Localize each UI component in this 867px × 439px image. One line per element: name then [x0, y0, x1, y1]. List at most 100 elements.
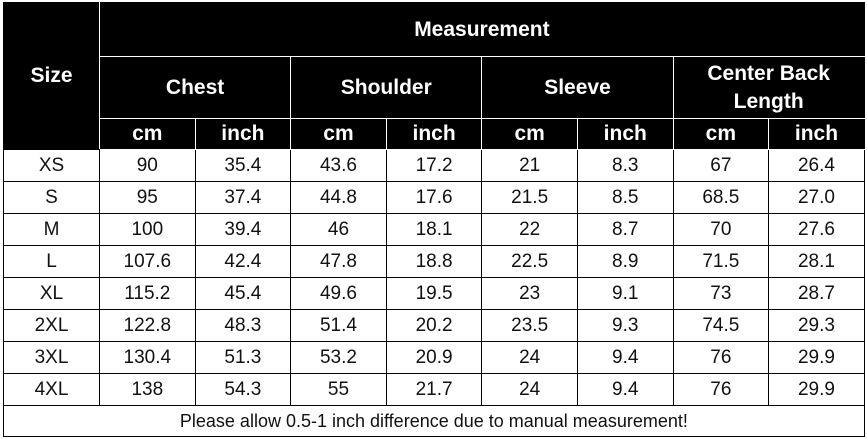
size-cell: 4XL — [3, 373, 100, 406]
unit-header: cm — [99, 118, 196, 150]
header-row-units: cm inch cm inch cm inch cm inch — [4, 118, 865, 150]
sleeve-inch-cell: 9.3 — [576, 309, 674, 342]
shoulder-inch-cell: 18.8 — [385, 245, 483, 278]
shoulder-cm-cell: 44.8 — [290, 181, 387, 214]
chest-inch-cell: 54.3 — [194, 373, 292, 406]
back-length-cm-cell: 74.5 — [672, 309, 770, 342]
unit-header: inch — [194, 118, 292, 150]
chest-inch-cell: 48.3 — [194, 309, 292, 342]
sleeve-cm-cell: 24 — [481, 341, 578, 374]
unit-header: inch — [385, 118, 483, 150]
back-length-inch-cell: 28.1 — [768, 245, 865, 278]
back-length-inch-cell: 29.9 — [768, 341, 865, 374]
chest-cm-cell: 107.6 — [99, 245, 196, 278]
unit-header: inch — [768, 118, 865, 150]
back-length-cm-cell: 70 — [672, 213, 770, 246]
shoulder-inch-cell: 17.2 — [385, 149, 483, 182]
unit-header: cm — [290, 118, 387, 150]
table-row: 2XL 122.8 48.3 51.4 20.2 23.5 9.3 74.5 2… — [3, 309, 865, 342]
back-length-cm-cell: 73 — [672, 277, 770, 310]
table-row: S 95 37.4 44.8 17.6 21.5 8.5 68.5 27.0 — [3, 181, 865, 214]
back-length-inch-cell: 29.3 — [768, 309, 865, 342]
size-cell: 3XL — [3, 341, 100, 374]
table-row: L 107.6 42.4 47.8 18.8 22.5 8.9 71.5 28.… — [3, 245, 865, 278]
shoulder-inch-cell: 19.5 — [385, 277, 483, 310]
chest-inch-cell: 35.4 — [194, 149, 292, 182]
back-length-cm-cell: 67 — [672, 149, 770, 182]
size-cell: L — [3, 245, 100, 278]
chest-header: Chest — [98, 56, 292, 119]
sleeve-cm-cell: 23.5 — [481, 309, 578, 342]
table-row: XS 90 35.4 43.6 17.2 21 8.3 67 26.4 — [3, 149, 865, 182]
table-row: M 100 39.4 46 18.1 22 8.7 70 27.6 — [3, 213, 865, 246]
chest-cm-cell: 115.2 — [99, 277, 196, 310]
table-row: XL 115.2 45.4 49.6 19.5 23 9.1 73 28.7 — [3, 277, 865, 310]
size-header: Size — [3, 2, 100, 150]
table-row: 4XL 138 54.3 55 21.7 24 9.4 76 29.9 — [3, 373, 865, 406]
back-length-cm-cell: 68.5 — [672, 181, 770, 214]
shoulder-inch-cell: 21.7 — [385, 373, 483, 406]
sleeve-cm-cell: 24 — [481, 373, 578, 406]
sleeve-inch-cell: 8.3 — [576, 149, 674, 182]
back-length-inch-cell: 26.4 — [768, 149, 865, 182]
unit-header: cm — [672, 118, 770, 150]
shoulder-cm-cell: 47.8 — [290, 245, 387, 278]
note-row: Please allow 0.5-1 inch difference due t… — [3, 405, 865, 437]
chest-inch-cell: 37.4 — [194, 181, 292, 214]
size-cell: S — [3, 181, 100, 214]
back-length-cm-cell: 71.5 — [672, 245, 770, 278]
chest-inch-cell: 42.4 — [194, 245, 292, 278]
back-length-inch-cell: 27.6 — [768, 213, 865, 246]
chest-cm-cell: 95 — [99, 181, 196, 214]
size-cell: XS — [3, 149, 100, 182]
shoulder-cm-cell: 53.2 — [290, 341, 387, 374]
sleeve-header: Sleeve — [481, 56, 674, 119]
shoulder-inch-cell: 20.9 — [385, 341, 483, 374]
unit-header: inch — [576, 118, 674, 150]
shoulder-header: Shoulder — [290, 56, 483, 119]
size-rows: XS 90 35.4 43.6 17.2 21 8.3 67 26.4 S 95… — [3, 149, 865, 437]
chest-cm-cell: 90 — [99, 149, 196, 182]
sleeve-inch-cell: 9.1 — [576, 277, 674, 310]
shoulder-cm-cell: 55 — [290, 373, 387, 406]
back-length-inch-cell: 29.9 — [768, 373, 865, 406]
chest-cm-cell: 138 — [99, 373, 196, 406]
back-length-cm-cell: 76 — [672, 341, 770, 374]
sleeve-inch-cell: 8.5 — [576, 181, 674, 214]
shoulder-inch-cell: 18.1 — [385, 213, 483, 246]
chest-inch-cell: 45.4 — [194, 277, 292, 310]
sleeve-cm-cell: 21 — [481, 149, 578, 182]
shoulder-cm-cell: 43.6 — [290, 149, 387, 182]
back-length-inch-cell: 28.7 — [768, 277, 865, 310]
size-cell: 2XL — [3, 309, 100, 342]
shoulder-inch-cell: 17.6 — [385, 181, 483, 214]
sleeve-inch-cell: 9.4 — [576, 373, 674, 406]
chest-cm-cell: 130.4 — [99, 341, 196, 374]
sleeve-cm-cell: 22.5 — [481, 245, 578, 278]
header-row-groups: Chest Shoulder Sleeve Center Back Length — [4, 56, 865, 119]
sleeve-inch-cell: 9.4 — [576, 341, 674, 374]
chest-cm-cell: 122.8 — [99, 309, 196, 342]
size-cell: M — [3, 213, 100, 246]
shoulder-cm-cell: 46 — [290, 213, 387, 246]
chest-inch-cell: 39.4 — [194, 213, 292, 246]
shoulder-cm-cell: 49.6 — [290, 277, 387, 310]
back-length-cm-cell: 76 — [672, 373, 770, 406]
sleeve-inch-cell: 8.7 — [576, 213, 674, 246]
table-row: 3XL 130.4 51.3 53.2 20.9 24 9.4 76 29.9 — [3, 341, 865, 374]
chest-inch-cell: 51.3 — [194, 341, 292, 374]
shoulder-cm-cell: 51.4 — [290, 309, 387, 342]
measurement-note: Please allow 0.5-1 inch difference due t… — [3, 405, 865, 437]
size-chart-table: Size Measurement Chest Shoulder Sleeve C… — [3, 2, 865, 437]
back-length-inch-cell: 27.0 — [768, 181, 865, 214]
header-row-measurement: Size Measurement — [3, 2, 865, 150]
sleeve-cm-cell: 21.5 — [481, 181, 578, 214]
sleeve-cm-cell: 22 — [481, 213, 578, 246]
sleeve-inch-cell: 8.9 — [576, 245, 674, 278]
measurement-header: Measurement — [99, 2, 865, 57]
center-back-length-header: Center Back Length — [672, 56, 865, 119]
shoulder-inch-cell: 20.2 — [385, 309, 483, 342]
chest-cm-cell: 100 — [99, 213, 196, 246]
sleeve-cm-cell: 23 — [481, 277, 578, 310]
unit-header: cm — [481, 118, 578, 150]
